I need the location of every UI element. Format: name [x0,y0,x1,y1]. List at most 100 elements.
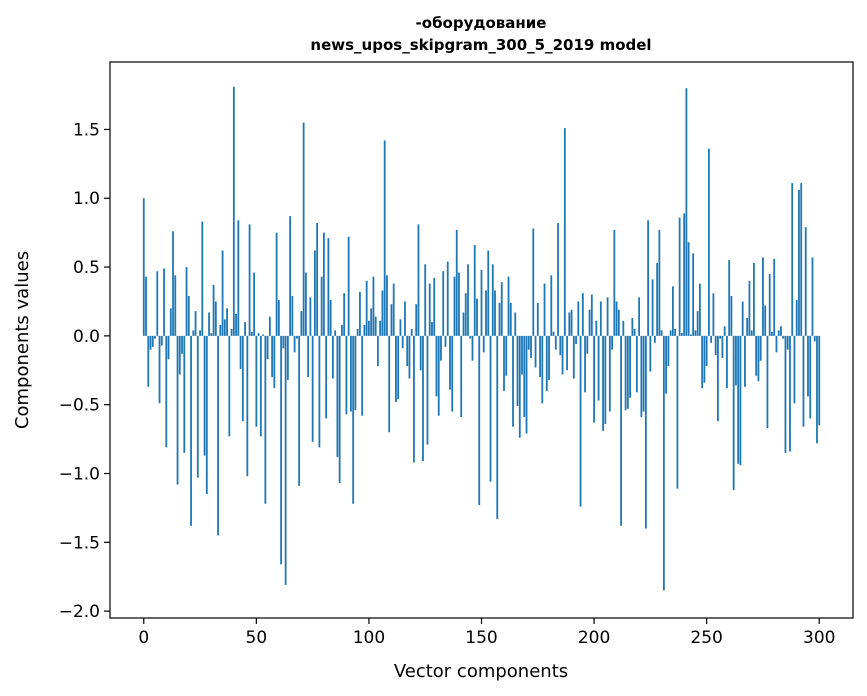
bar [284,335,287,585]
bar [379,320,382,336]
bar [410,328,413,336]
bar [595,320,598,336]
bar [250,331,253,336]
bar [818,335,821,426]
bar [194,311,197,336]
bar [437,335,440,416]
x-tick-label: 150 [465,628,497,648]
bar [291,295,294,336]
bar [550,275,553,336]
bar [710,335,713,343]
bar [341,324,343,336]
bar [266,335,269,360]
bar [426,335,429,445]
bar [433,278,436,336]
bar [485,290,487,336]
bar [277,300,280,336]
bar [545,335,548,391]
bar [539,335,541,378]
bar [345,335,348,415]
bar [347,236,350,336]
bar [471,335,474,361]
bar [775,335,778,353]
bar [588,309,591,336]
bar [626,335,629,409]
bar [680,333,683,336]
bar [210,333,213,336]
bar [755,335,758,376]
bar [145,276,147,336]
bar [653,335,656,343]
bar [388,335,391,433]
bar [768,273,771,336]
bar [332,335,334,379]
y-tick-label: 0.0 [73,327,100,347]
bar [633,328,636,336]
bar [635,335,638,393]
bar [196,335,199,478]
bar [352,335,355,504]
bar [719,335,722,339]
bar [386,275,388,336]
bar [593,335,595,423]
bar [744,335,746,387]
bar [527,335,530,350]
bar [687,242,690,336]
bar [530,335,532,358]
bar [786,335,789,350]
x-axis-label: Vector components [394,661,568,682]
x-tick-label: 300 [803,628,835,648]
bar [221,250,224,336]
bar [509,302,512,336]
bar [273,335,276,389]
bar [590,294,593,336]
bar [584,335,586,393]
bar [262,334,264,336]
bar [507,276,510,336]
bar [651,279,654,336]
bar [147,335,150,387]
bar [816,335,818,444]
y-tick-label: −2.0 [59,602,100,622]
bar [665,335,668,394]
bar [554,335,557,350]
bar [678,217,681,336]
bar [559,335,562,356]
bar [739,335,742,466]
bar [253,272,255,336]
bar [617,309,620,336]
bar [350,335,352,412]
bar [730,295,733,336]
bar [649,335,652,372]
bar [199,330,201,336]
bar [390,304,393,336]
bar [581,293,584,336]
bar [498,302,501,336]
bar [566,335,568,371]
bar [732,335,735,491]
bar [368,320,370,336]
bar [699,283,701,336]
bar [149,335,152,350]
bar [491,264,494,336]
bar [620,335,622,526]
bar [750,330,753,336]
bar [579,335,582,507]
bar [759,335,762,361]
bar [275,232,278,336]
bar [741,301,744,336]
bar [602,335,604,431]
bar [453,276,456,336]
bar [313,250,316,336]
x-tick-label: 100 [353,628,385,648]
bar [399,319,402,336]
bar [708,148,710,336]
bar [800,183,803,336]
bar [644,335,647,529]
bar [561,335,564,375]
bar [185,267,188,336]
bar [525,335,528,434]
bar [464,293,467,336]
bar [523,335,526,418]
